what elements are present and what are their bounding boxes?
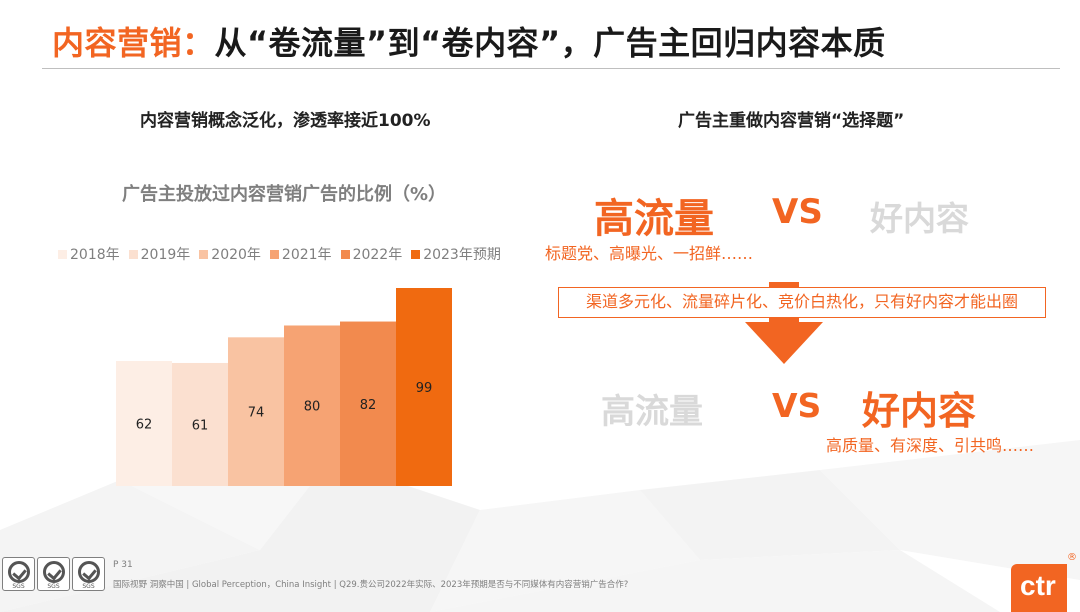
legend-swatch: [340, 249, 350, 259]
chart-legend: 2018年 2019年 2020年 2021年 2022年 2023年预期: [58, 244, 501, 264]
registered-mark: ®: [1067, 552, 1077, 563]
title-accent: 内容营销：: [52, 24, 215, 62]
legend-item: 2022年: [340, 244, 403, 264]
legend-label: 2020年: [211, 247, 261, 263]
title-rest: 从“卷流量”到“卷内容”，广告主回归内容本质: [214, 24, 886, 62]
bar-value-label: 74: [248, 406, 265, 421]
sgs-badge-icon: SGS: [72, 557, 105, 591]
bar-value-label: 82: [360, 398, 377, 413]
right-subtitle: 广告主重做内容营销“选择题”: [678, 111, 905, 131]
background-polygon-decoration: [0, 440, 1080, 612]
page-number: P 31: [113, 560, 133, 570]
high-traffic-word-top: 高流量: [594, 196, 714, 242]
good-content-word-top: 好内容: [870, 199, 969, 238]
chart-title: 广告主投放过内容营销广告的比例（%）: [122, 184, 447, 205]
bar-value-label: 61: [192, 418, 209, 433]
vs-label-bottom: VS: [772, 386, 822, 425]
sgs-certification-badges: SGS SGS SGS: [2, 557, 105, 591]
legend-swatch: [58, 249, 67, 259]
ctr-logo-text: ctr: [1020, 570, 1056, 601]
bar-value-label: 80: [304, 400, 321, 415]
legend-swatch: [411, 249, 421, 259]
legend-item: 2021年: [269, 244, 332, 264]
legend-swatch: [269, 249, 279, 259]
bar-value-label: 62: [136, 418, 153, 433]
ctr-logo-box: [1011, 564, 1067, 612]
vs-label-top: VS: [772, 192, 823, 232]
bar-value-label: 99: [416, 381, 433, 396]
ctr-logo: ctr ®: [1006, 552, 1080, 612]
legend-item: 2020年: [199, 244, 261, 264]
legend-item: 2019年: [128, 244, 191, 264]
legend-swatch: [128, 249, 138, 259]
title-divider: [42, 68, 1060, 69]
sgs-badge-icon: SGS: [37, 557, 70, 591]
channel-statement-box: 渠道多元化、流量碎片化、竞价白热化，只有好内容才能出圈: [558, 287, 1046, 318]
sgs-badge-label: SGS: [12, 583, 25, 590]
legend-label: 2019年: [140, 247, 191, 263]
legend-label: 2021年: [281, 247, 332, 263]
legend-label: 2023年预期: [423, 247, 501, 263]
legend-label: 2018年: [70, 247, 120, 263]
high-traffic-caption: 标题党、高曝光、一招鲜……: [545, 244, 754, 263]
page-title: 内容营销：从“卷流量”到“卷内容”，广告主回归内容本质: [52, 18, 886, 64]
legend-label: 2022年: [352, 247, 403, 263]
good-content-word-bottom: 好内容: [862, 389, 977, 433]
sgs-badge-icon: SGS: [2, 557, 35, 591]
footer-source: 国际视野 洞察中国 | Global Perception，China Insi…: [113, 580, 629, 590]
good-content-caption: 高质量、有深度、引共鸣……: [826, 436, 1035, 455]
legend-item: 2018年: [58, 244, 120, 264]
sgs-badge-label: SGS: [47, 583, 60, 590]
left-subtitle: 内容营销概念泛化，渗透率接近100%: [140, 111, 431, 131]
legend-item: 2023年预期: [411, 244, 501, 264]
legend-swatch: [199, 249, 209, 259]
sgs-badge-label: SGS: [82, 583, 95, 590]
high-traffic-word-bottom: 高流量: [601, 392, 703, 432]
